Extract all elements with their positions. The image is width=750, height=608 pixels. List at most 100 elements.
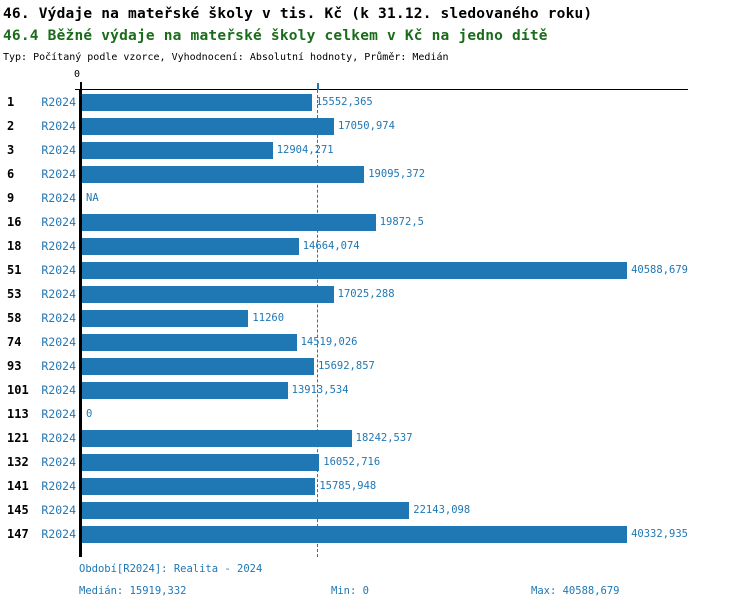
value-label: 13913,534: [291, 384, 349, 396]
value-label: 40588,679: [631, 264, 688, 276]
row-plot-area: 16052,716: [82, 450, 688, 474]
row-period-label: R2024: [41, 95, 76, 109]
row-id-label: 74: [7, 335, 22, 349]
row-id-label: 147: [7, 527, 29, 541]
row-id-label: 53: [7, 287, 22, 301]
row-id-label: 145: [7, 503, 29, 517]
value-label: 19872,5: [379, 216, 424, 228]
row-plot-area: 18242,537: [82, 426, 688, 450]
row-plot-area: 19095,372: [82, 162, 688, 186]
row-period-label: R2024: [41, 263, 76, 277]
chart-footer: Období[R2024]: Realita - 2024 Medián: 15…: [0, 560, 750, 608]
row-id-label: 51: [7, 263, 22, 277]
row-period-label: R2024: [41, 167, 76, 181]
footer-max-stat: Max: 40588,679: [531, 585, 620, 597]
row-id-label: 121: [7, 431, 29, 445]
table-row: 18 R2024 14664,074: [0, 234, 750, 258]
row-period-label: R2024: [41, 191, 76, 205]
bar-chart: 0 1 R2024 15552,365 2 R2024 17050,974 3 …: [0, 69, 750, 557]
table-row: 113 R2024 0: [0, 402, 750, 426]
chart-subtitle: 46.4 Běžné výdaje na mateřské školy celk…: [3, 28, 548, 44]
table-row: 58 R2024 11260: [0, 306, 750, 330]
median-reference-line: [317, 90, 319, 557]
row-plot-area: 15552,365: [82, 90, 688, 114]
value-label: 22143,098: [413, 504, 471, 516]
row-plot-area: 15692,857: [82, 354, 688, 378]
row-id-label: 93: [7, 359, 22, 373]
table-row: 147 R2024 40332,935: [0, 522, 750, 546]
value-label: 40332,935: [631, 528, 688, 540]
row-id-label: 101: [7, 383, 29, 397]
median-axis-tick: [317, 83, 320, 90]
value-label: 17050,974: [338, 120, 395, 132]
row-plot-area: 17050,974: [82, 114, 688, 138]
value-bar: [82, 525, 628, 543]
x-axis-line: [75, 89, 688, 90]
row-plot-area: NA: [82, 186, 688, 210]
value-label: 14519,026: [300, 336, 358, 348]
row-plot-area: 15785,948: [82, 474, 688, 498]
value-bar: [82, 285, 334, 303]
value-bar: [82, 381, 288, 399]
row-plot-area: 19872,5: [82, 210, 688, 234]
row-plot-area: 11260: [82, 306, 688, 330]
table-row: 121 R2024 18242,537: [0, 426, 750, 450]
row-id-label: 16: [7, 215, 22, 229]
row-id-label: 6: [7, 167, 15, 181]
table-row: 93 R2024 15692,857: [0, 354, 750, 378]
chart-header: 46. Výdaje na mateřské školy v tis. Kč (…: [3, 3, 750, 65]
value-bar: [82, 165, 365, 183]
row-period-label: R2024: [41, 215, 76, 229]
row-id-label: 141: [7, 479, 29, 493]
value-label: 19095,372: [368, 168, 426, 180]
value-label: 14664,074: [302, 240, 360, 252]
value-bar: [82, 357, 314, 375]
chart-meta-line: Typ: Počítaný podle vzorce, Vyhodnocení:…: [3, 52, 449, 63]
row-period-label: R2024: [41, 143, 76, 157]
row-period-label: R2024: [41, 455, 76, 469]
table-row: 2 R2024 17050,974: [0, 114, 750, 138]
chart-title: 46. Výdaje na mateřské školy v tis. Kč (…: [3, 6, 593, 22]
table-row: 3 R2024 12904,271: [0, 138, 750, 162]
row-plot-area: 40332,935: [82, 522, 688, 546]
row-id-label: 18: [7, 239, 22, 253]
value-label: 15692,857: [317, 360, 375, 372]
value-bar: [82, 141, 273, 159]
value-bar: [82, 261, 628, 279]
y-axis-spine: [79, 89, 82, 557]
row-id-label: 3: [7, 143, 15, 157]
value-bar: [82, 213, 376, 231]
value-bar: [82, 333, 297, 351]
value-bar: [82, 117, 335, 135]
value-label: NA: [86, 192, 99, 204]
table-row: 6 R2024 19095,372: [0, 162, 750, 186]
value-bar: [82, 237, 299, 255]
chart-rows: 1 R2024 15552,365 2 R2024 17050,974 3 R2…: [0, 90, 750, 546]
value-bar: [82, 453, 320, 471]
row-period-label: R2024: [41, 479, 76, 493]
value-label: 16052,716: [323, 456, 381, 468]
row-period-label: R2024: [41, 407, 76, 421]
row-plot-area: 17025,288: [82, 282, 688, 306]
table-row: 145 R2024 22143,098: [0, 498, 750, 522]
row-period-label: R2024: [41, 287, 76, 301]
row-plot-area: 0: [82, 402, 688, 426]
footer-period-line: Období[R2024]: Realita - 2024: [79, 563, 263, 575]
value-label: 0: [86, 408, 93, 420]
row-id-label: 2: [7, 119, 15, 133]
table-row: 132 R2024 16052,716: [0, 450, 750, 474]
row-period-label: R2024: [41, 119, 76, 133]
row-period-label: R2024: [41, 359, 76, 373]
footer-min-stat: Min: 0: [331, 585, 369, 597]
value-label: 15785,948: [319, 480, 377, 492]
row-plot-area: 40588,679: [82, 258, 688, 282]
row-id-label: 113: [7, 407, 29, 421]
row-period-label: R2024: [41, 383, 76, 397]
row-id-label: 1: [7, 95, 15, 109]
row-id-label: 132: [7, 455, 29, 469]
row-plot-area: 22143,098: [82, 498, 688, 522]
x-axis-zero-label: 0: [74, 69, 81, 80]
row-period-label: R2024: [41, 503, 76, 517]
value-bar: [82, 501, 410, 519]
